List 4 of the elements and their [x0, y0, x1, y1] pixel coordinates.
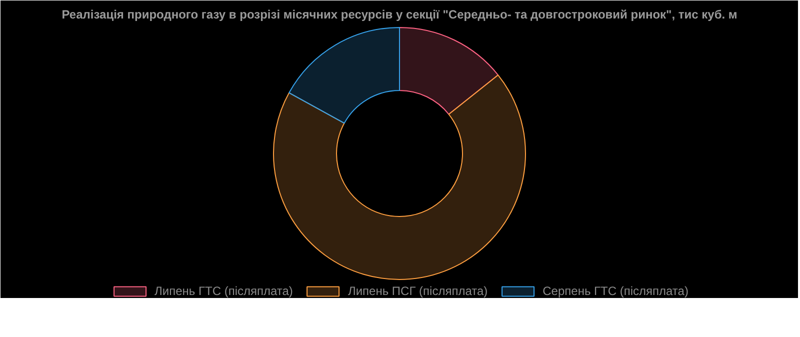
legend-label: Липень ПСГ (післяплата) [348, 284, 488, 298]
legend-label: Липень ГТС (післяплата) [154, 284, 293, 298]
chart-title: Реалізація природного газу в розрізі місячних ресурсів у секції "Середньо- та довгостроковий ринок", тис куб. м [62, 8, 738, 22]
legend-label: Серпень ГТС (післяплата) [542, 284, 688, 298]
